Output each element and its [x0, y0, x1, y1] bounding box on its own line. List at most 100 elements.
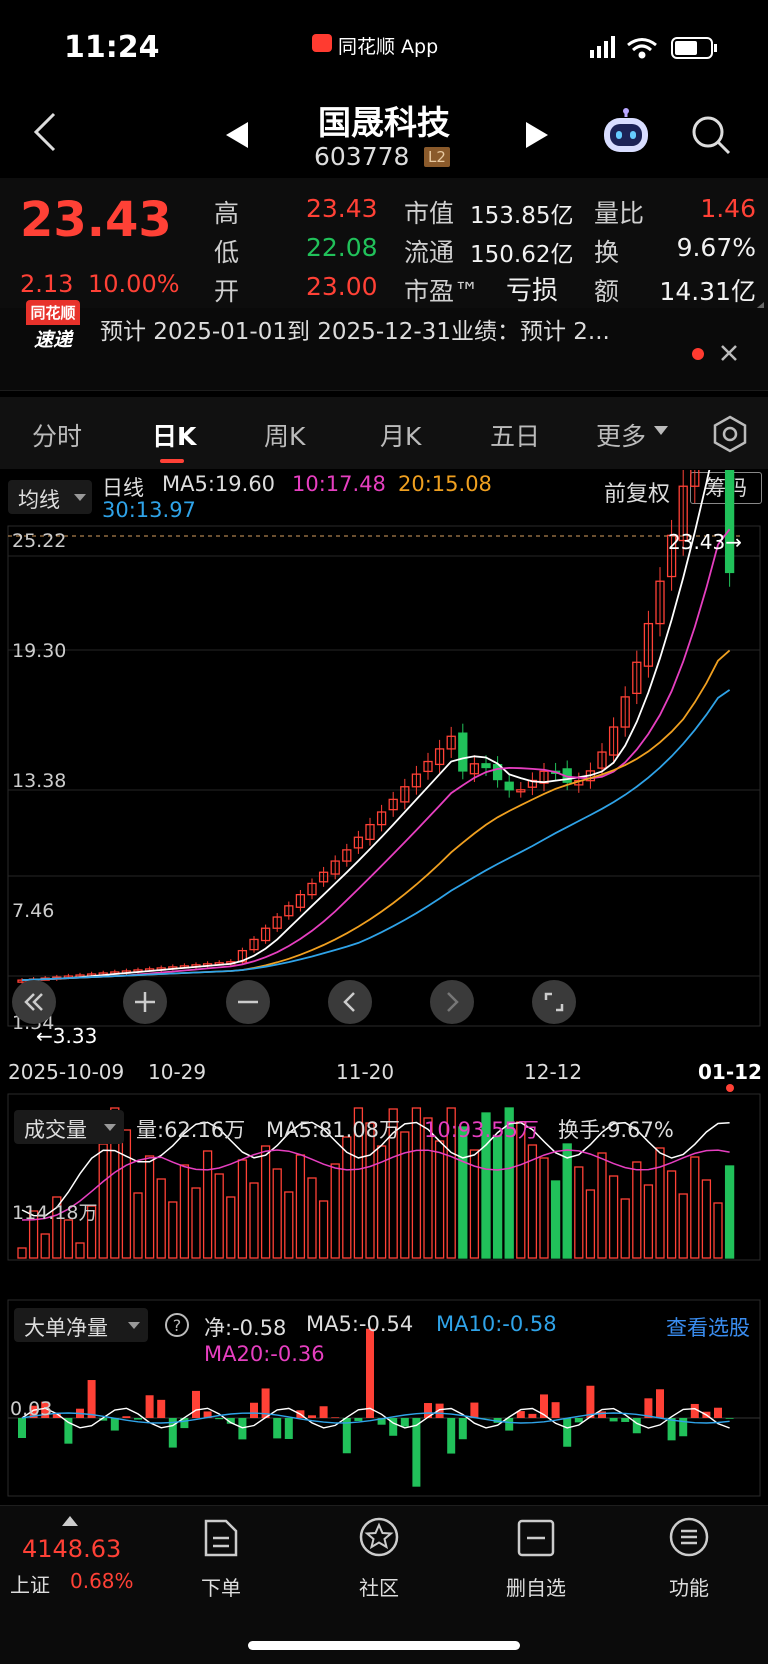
news-text[interactable]: 预计 2025-01-01到 2025-12-31业绩：预计 2... [100, 312, 680, 346]
bigorder-bar [354, 1418, 362, 1421]
turnover-label: 换 [594, 233, 619, 269]
pe-label: 市盈™ [404, 272, 479, 308]
index-value[interactable]: 4148.63 [22, 1535, 121, 1563]
prev-candle-button[interactable] [328, 980, 372, 1024]
bigorder-bar [146, 1395, 154, 1418]
price-change: 2.13 [20, 270, 73, 298]
bigorder-bar [308, 1415, 316, 1418]
robot-assistant-icon[interactable] [600, 108, 652, 156]
ma10-line [22, 529, 730, 980]
kline-chart-area[interactable] [0, 470, 768, 1505]
volume-bar [308, 1178, 316, 1258]
news-badge-top: 同花顺 [26, 300, 80, 325]
candle [726, 470, 734, 572]
bigorder-bar [470, 1403, 478, 1418]
bigorder-bar [610, 1418, 618, 1421]
view-stock-picks-link[interactable]: 查看选股 [666, 1312, 750, 1342]
tab-five-day[interactable]: 五日 [490, 417, 540, 453]
fullscreen-button[interactable] [532, 980, 576, 1024]
volume-ma10-line [22, 1150, 730, 1220]
volume-bar [540, 1158, 548, 1258]
zoom-in-button[interactable] [123, 980, 167, 1024]
bigorder-bar [726, 1418, 734, 1419]
bigorder-bar [273, 1418, 281, 1438]
tab-active-indicator [160, 459, 184, 463]
bigorder-axis-label: 0.03 [10, 1398, 52, 1420]
volume-bar [633, 1162, 641, 1258]
tab-weekly-k[interactable]: 周K [264, 417, 305, 453]
index-pct[interactable]: 0.68% [70, 1569, 134, 1593]
volume-bar [714, 1203, 722, 1258]
bigorder-bar [18, 1418, 26, 1438]
next-candle-button[interactable] [430, 980, 474, 1024]
mktcap-label: 市值 [404, 194, 454, 230]
volume-axis-label: 114.18万 [12, 1198, 97, 1225]
date-axis-label: 10-29 [148, 1060, 206, 1084]
volume-bar [64, 1220, 72, 1258]
settings-hex-icon[interactable] [710, 414, 750, 454]
close-icon[interactable] [720, 344, 738, 362]
volume-bar [204, 1151, 212, 1258]
tab-intraday[interactable]: 分时 [32, 417, 82, 453]
open-value: 23.00 [306, 272, 378, 301]
nav-functions[interactable]: 功能 [639, 1572, 739, 1601]
search-icon[interactable] [690, 114, 732, 156]
bigorder-bar [668, 1418, 676, 1440]
volume-turnover: 换手:9.67% [558, 1114, 674, 1144]
volume-bar [134, 1193, 142, 1258]
bigorder-bar [157, 1400, 165, 1418]
stock-name: 国晟科技 [0, 96, 768, 144]
home-indicator [248, 1641, 520, 1650]
volume-bar [401, 1132, 409, 1258]
next-stock-icon[interactable] [524, 122, 548, 148]
bigorder-bar [552, 1402, 560, 1418]
zoom-out-button[interactable] [226, 980, 270, 1024]
volume-bar [76, 1243, 84, 1258]
volume-bar [459, 1127, 467, 1258]
bigorder-bar [215, 1418, 223, 1419]
bigorder-bar [111, 1418, 119, 1431]
bigorder-selector[interactable]: 大单净量 [14, 1308, 148, 1342]
low-value: 22.08 [306, 233, 378, 262]
triangle-up-icon [62, 1516, 78, 1526]
menu-circle-icon [668, 1516, 710, 1558]
volume-bar [436, 1141, 444, 1258]
minus-icon [226, 980, 270, 1024]
tab-daily-k[interactable]: 日K [152, 417, 196, 453]
chevron-right-icon [430, 980, 474, 1024]
volume-bar [215, 1174, 223, 1258]
battery-icon [672, 38, 717, 58]
volume-selector[interactable]: 成交量 [14, 1110, 124, 1144]
volume-bar [668, 1171, 676, 1258]
price-change-pct: 10.00% [88, 270, 180, 298]
double-chevron-left-icon [12, 980, 56, 1024]
volume-bar [146, 1156, 154, 1258]
date-axis-label: 2025-10-09 [8, 1060, 124, 1084]
volume-ma5: MA5:81.08万 [266, 1114, 400, 1144]
bigorder-bar [331, 1417, 339, 1418]
amount-label: 额 [594, 272, 619, 308]
volume-bar [296, 1155, 304, 1258]
volume-bar [343, 1137, 351, 1258]
index-name[interactable]: 上证 [10, 1569, 50, 1598]
volume-value: 量:62.16万 [136, 1114, 245, 1144]
nav-order[interactable]: 下单 [171, 1572, 271, 1601]
scroll-left-button[interactable] [12, 980, 56, 1024]
help-icon[interactable]: ? [164, 1312, 190, 1338]
bigorder-bar [586, 1386, 594, 1418]
bigorder-bar [563, 1418, 571, 1447]
volume-bar [702, 1180, 710, 1258]
bigorder-bar [401, 1418, 409, 1427]
volume-bar [285, 1192, 293, 1258]
current-price: 23.43 [20, 192, 172, 248]
tab-more[interactable]: 更多 [596, 417, 646, 453]
svg-text:?: ? [173, 1316, 182, 1335]
volume-bar [262, 1146, 270, 1258]
turnover-value: 9.67% [677, 233, 756, 262]
nav-remove-watchlist[interactable]: 删自选 [486, 1572, 586, 1601]
volume-bar [586, 1190, 594, 1258]
volume-bar [563, 1144, 571, 1258]
nav-community[interactable]: 社区 [329, 1572, 429, 1601]
tab-monthly-k[interactable]: 月K [380, 417, 421, 453]
bigorder-bar [250, 1403, 258, 1418]
